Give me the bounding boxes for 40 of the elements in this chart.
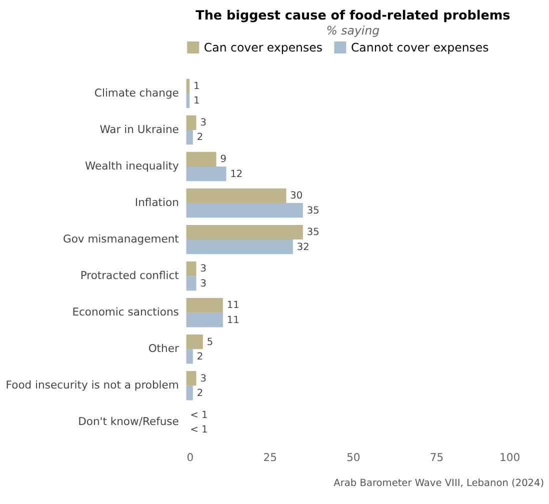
data-label: 3 xyxy=(200,118,206,129)
data-label: < 1 xyxy=(190,410,208,421)
data-label: 35 xyxy=(306,205,320,216)
data-label: 35 xyxy=(306,227,320,238)
data-label: 5 xyxy=(206,336,214,348)
text: Arab Barometer Wave VIII, Lebanon (2024) xyxy=(334,478,544,490)
y-tick-label: Inflation xyxy=(134,196,179,209)
y-tick-label: Gov mismanagement xyxy=(62,232,179,246)
y-tick-label: Food insecurity is not a problem xyxy=(6,378,179,392)
data-label: 2 xyxy=(196,132,204,144)
y-tick-label: Protracted conflict xyxy=(80,269,179,282)
data-label: 9 xyxy=(220,154,226,166)
x-tick-label: 25 xyxy=(263,451,277,464)
data-label: 3 xyxy=(200,373,206,384)
y-tick-label: Climate change xyxy=(94,86,180,100)
data-label: 3 xyxy=(200,278,206,290)
data-label: 11 xyxy=(226,314,240,326)
data-label: 1 xyxy=(194,81,200,92)
x-tick-label: 100 xyxy=(500,451,520,464)
data-label: 3 xyxy=(200,264,206,275)
chart-title: The biggest cause of food-related problems xyxy=(196,8,510,24)
x-tick-label: 0 xyxy=(186,451,194,464)
y-tick-label: Wealth inequality xyxy=(84,159,180,172)
data-label: 32 xyxy=(296,242,310,253)
x-tick-label: 75 xyxy=(430,451,444,464)
y-tick-label: Other xyxy=(148,342,180,356)
y-tick-label: Economic sanctions xyxy=(72,306,180,319)
data-label: < 1 xyxy=(190,424,208,436)
data-label: 2 xyxy=(196,388,204,399)
data-label: 11 xyxy=(226,300,240,312)
data-label: 2 xyxy=(196,351,204,362)
y-tick-label: Don't know/Refuse xyxy=(78,415,180,428)
x-tick-label: 50 xyxy=(346,451,360,464)
data-label: 12 xyxy=(230,168,243,180)
data-label: 1 xyxy=(194,96,200,107)
legend-label: Cannot cover expenses xyxy=(350,40,489,54)
y-tick-label: War in Ukraine xyxy=(100,122,180,136)
data-label: 30 xyxy=(290,190,303,202)
legend-label: Can cover expenses xyxy=(204,40,322,54)
chart-subtitle: % saying xyxy=(326,23,380,38)
